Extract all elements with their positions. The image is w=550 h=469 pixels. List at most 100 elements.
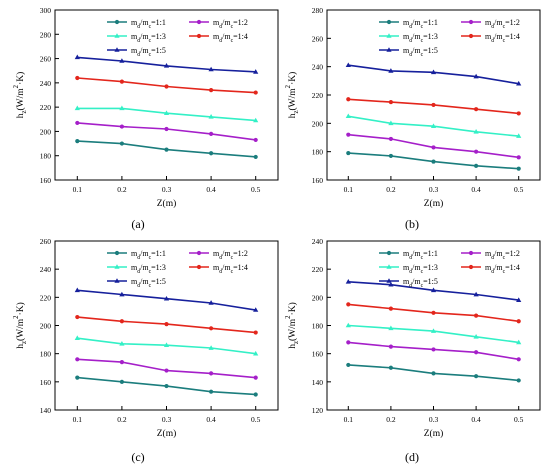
data-point (516, 357, 521, 362)
y-tick-label: 240 (312, 237, 324, 246)
data-point (164, 84, 169, 89)
legend-marker (114, 33, 120, 38)
data-point (119, 141, 124, 146)
data-point (209, 88, 214, 93)
data-point (75, 357, 80, 362)
data-point (164, 383, 169, 389)
y-tick-label: 180 (312, 148, 324, 157)
data-point (388, 136, 393, 142)
x-tick-label: 0.2 (117, 185, 127, 194)
data-point (516, 155, 521, 160)
data-point (388, 281, 394, 287)
legend-marker (468, 33, 474, 39)
legend-marker (468, 19, 474, 25)
data-point (431, 347, 436, 352)
data-point (209, 151, 214, 156)
legend-marker (386, 278, 392, 283)
data-point (119, 291, 125, 297)
legend-marker (468, 250, 474, 256)
data-point (253, 350, 259, 356)
legend-entry: md/mc=1:2 (213, 18, 248, 30)
legend-entry: md/mc=1:5 (403, 46, 438, 58)
data-point (119, 79, 124, 84)
legend-entry: md/mc=1:2 (485, 249, 520, 261)
y-tick-label: 240 (40, 265, 52, 274)
data-point (75, 314, 80, 320)
y-tick-label: 220 (312, 265, 324, 274)
legend-entry: md/mc=1:1 (131, 18, 166, 30)
y-tick-label: 140 (312, 378, 324, 387)
x-axis-label: Z(m) (424, 428, 444, 439)
x-axis-label: Z(m) (157, 198, 177, 209)
data-point (119, 58, 125, 63)
y-tick-label: 120 (312, 406, 324, 415)
x-tick-label: 0.3 (429, 185, 439, 194)
y-axis-label: hz(W/m2·K) (285, 72, 300, 119)
panel-caption: (c) (131, 450, 144, 464)
data-point (119, 379, 124, 384)
series-line-5 (348, 64, 519, 85)
legend-marker (386, 250, 392, 256)
data-point (209, 131, 214, 136)
x-tick-label: 0.2 (117, 415, 127, 424)
data-point (388, 99, 393, 105)
data-point (253, 154, 258, 160)
data-point (346, 97, 351, 102)
x-tick-label: 0.1 (344, 185, 354, 194)
data-point (209, 326, 214, 331)
data-point (388, 153, 393, 159)
x-tick-label: 0.1 (73, 185, 83, 194)
x-tick-label: 0.3 (162, 415, 172, 424)
data-point (119, 105, 125, 111)
x-tick-label: 0.2 (386, 185, 396, 194)
y-tick-label: 260 (40, 55, 52, 64)
data-point (253, 375, 258, 380)
data-point (75, 139, 80, 144)
data-point (208, 66, 214, 72)
chart-panel-3: 140 160 180 200 220 240 260 0.1 0.2 0.3 0.4 0.5 Z(m)… (13, 237, 279, 464)
data-point (430, 69, 437, 75)
legend-entry: md/mc=1:1 (403, 18, 438, 30)
x-tick-label: 0.3 (429, 415, 439, 424)
y-tick-label: 280 (40, 30, 52, 39)
data-point (74, 335, 80, 340)
y-tick-label: 160 (40, 176, 52, 185)
data-point (474, 149, 479, 154)
chart-panel-4: 120 140 160 180 200 220 240 0.1 0.2 0.3 0.4 0.5 Z(m)… (285, 237, 541, 464)
panel-caption: (a) (131, 217, 144, 231)
legend-entry: md/mc=1:1 (131, 249, 166, 261)
x-tick-label: 0.5 (251, 185, 261, 194)
data-point (473, 291, 479, 297)
y-tick-label: 160 (40, 378, 52, 387)
legend-marker (114, 264, 120, 269)
data-point (516, 319, 521, 324)
data-point (163, 342, 170, 348)
x-tick-label: 0.5 (514, 415, 524, 424)
data-point (473, 333, 479, 339)
data-point (431, 145, 436, 150)
data-point (474, 313, 479, 318)
panel-caption: (b) (405, 217, 419, 231)
x-tick-label: 0.4 (471, 185, 481, 194)
data-point (346, 150, 351, 156)
y-tick-label: 220 (40, 103, 52, 112)
data-point (431, 102, 436, 108)
legend-entry: md/mc=1:3 (403, 32, 438, 44)
legend-entry: md/mc=1:2 (213, 249, 248, 261)
y-axis-label: hz(W/m2·K) (13, 72, 28, 119)
y-tick-label: 220 (312, 91, 324, 100)
legend-entry: md/mc=1:3 (131, 32, 166, 44)
legend-marker (114, 278, 120, 283)
data-point (346, 132, 351, 137)
x-tick-label: 0.3 (162, 185, 172, 194)
y-tick-label: 200 (312, 293, 324, 302)
series-line-3 (348, 324, 519, 344)
legend-marker (386, 33, 392, 38)
x-tick-label: 0.5 (251, 415, 261, 424)
legend-entry: md/mc=1:4 (213, 263, 248, 275)
data-point (474, 374, 479, 379)
data-point (388, 365, 393, 370)
x-tick-label: 0.1 (344, 415, 354, 424)
series-line-2 (77, 358, 256, 379)
legend-entry: md/mc=1:3 (403, 263, 438, 275)
